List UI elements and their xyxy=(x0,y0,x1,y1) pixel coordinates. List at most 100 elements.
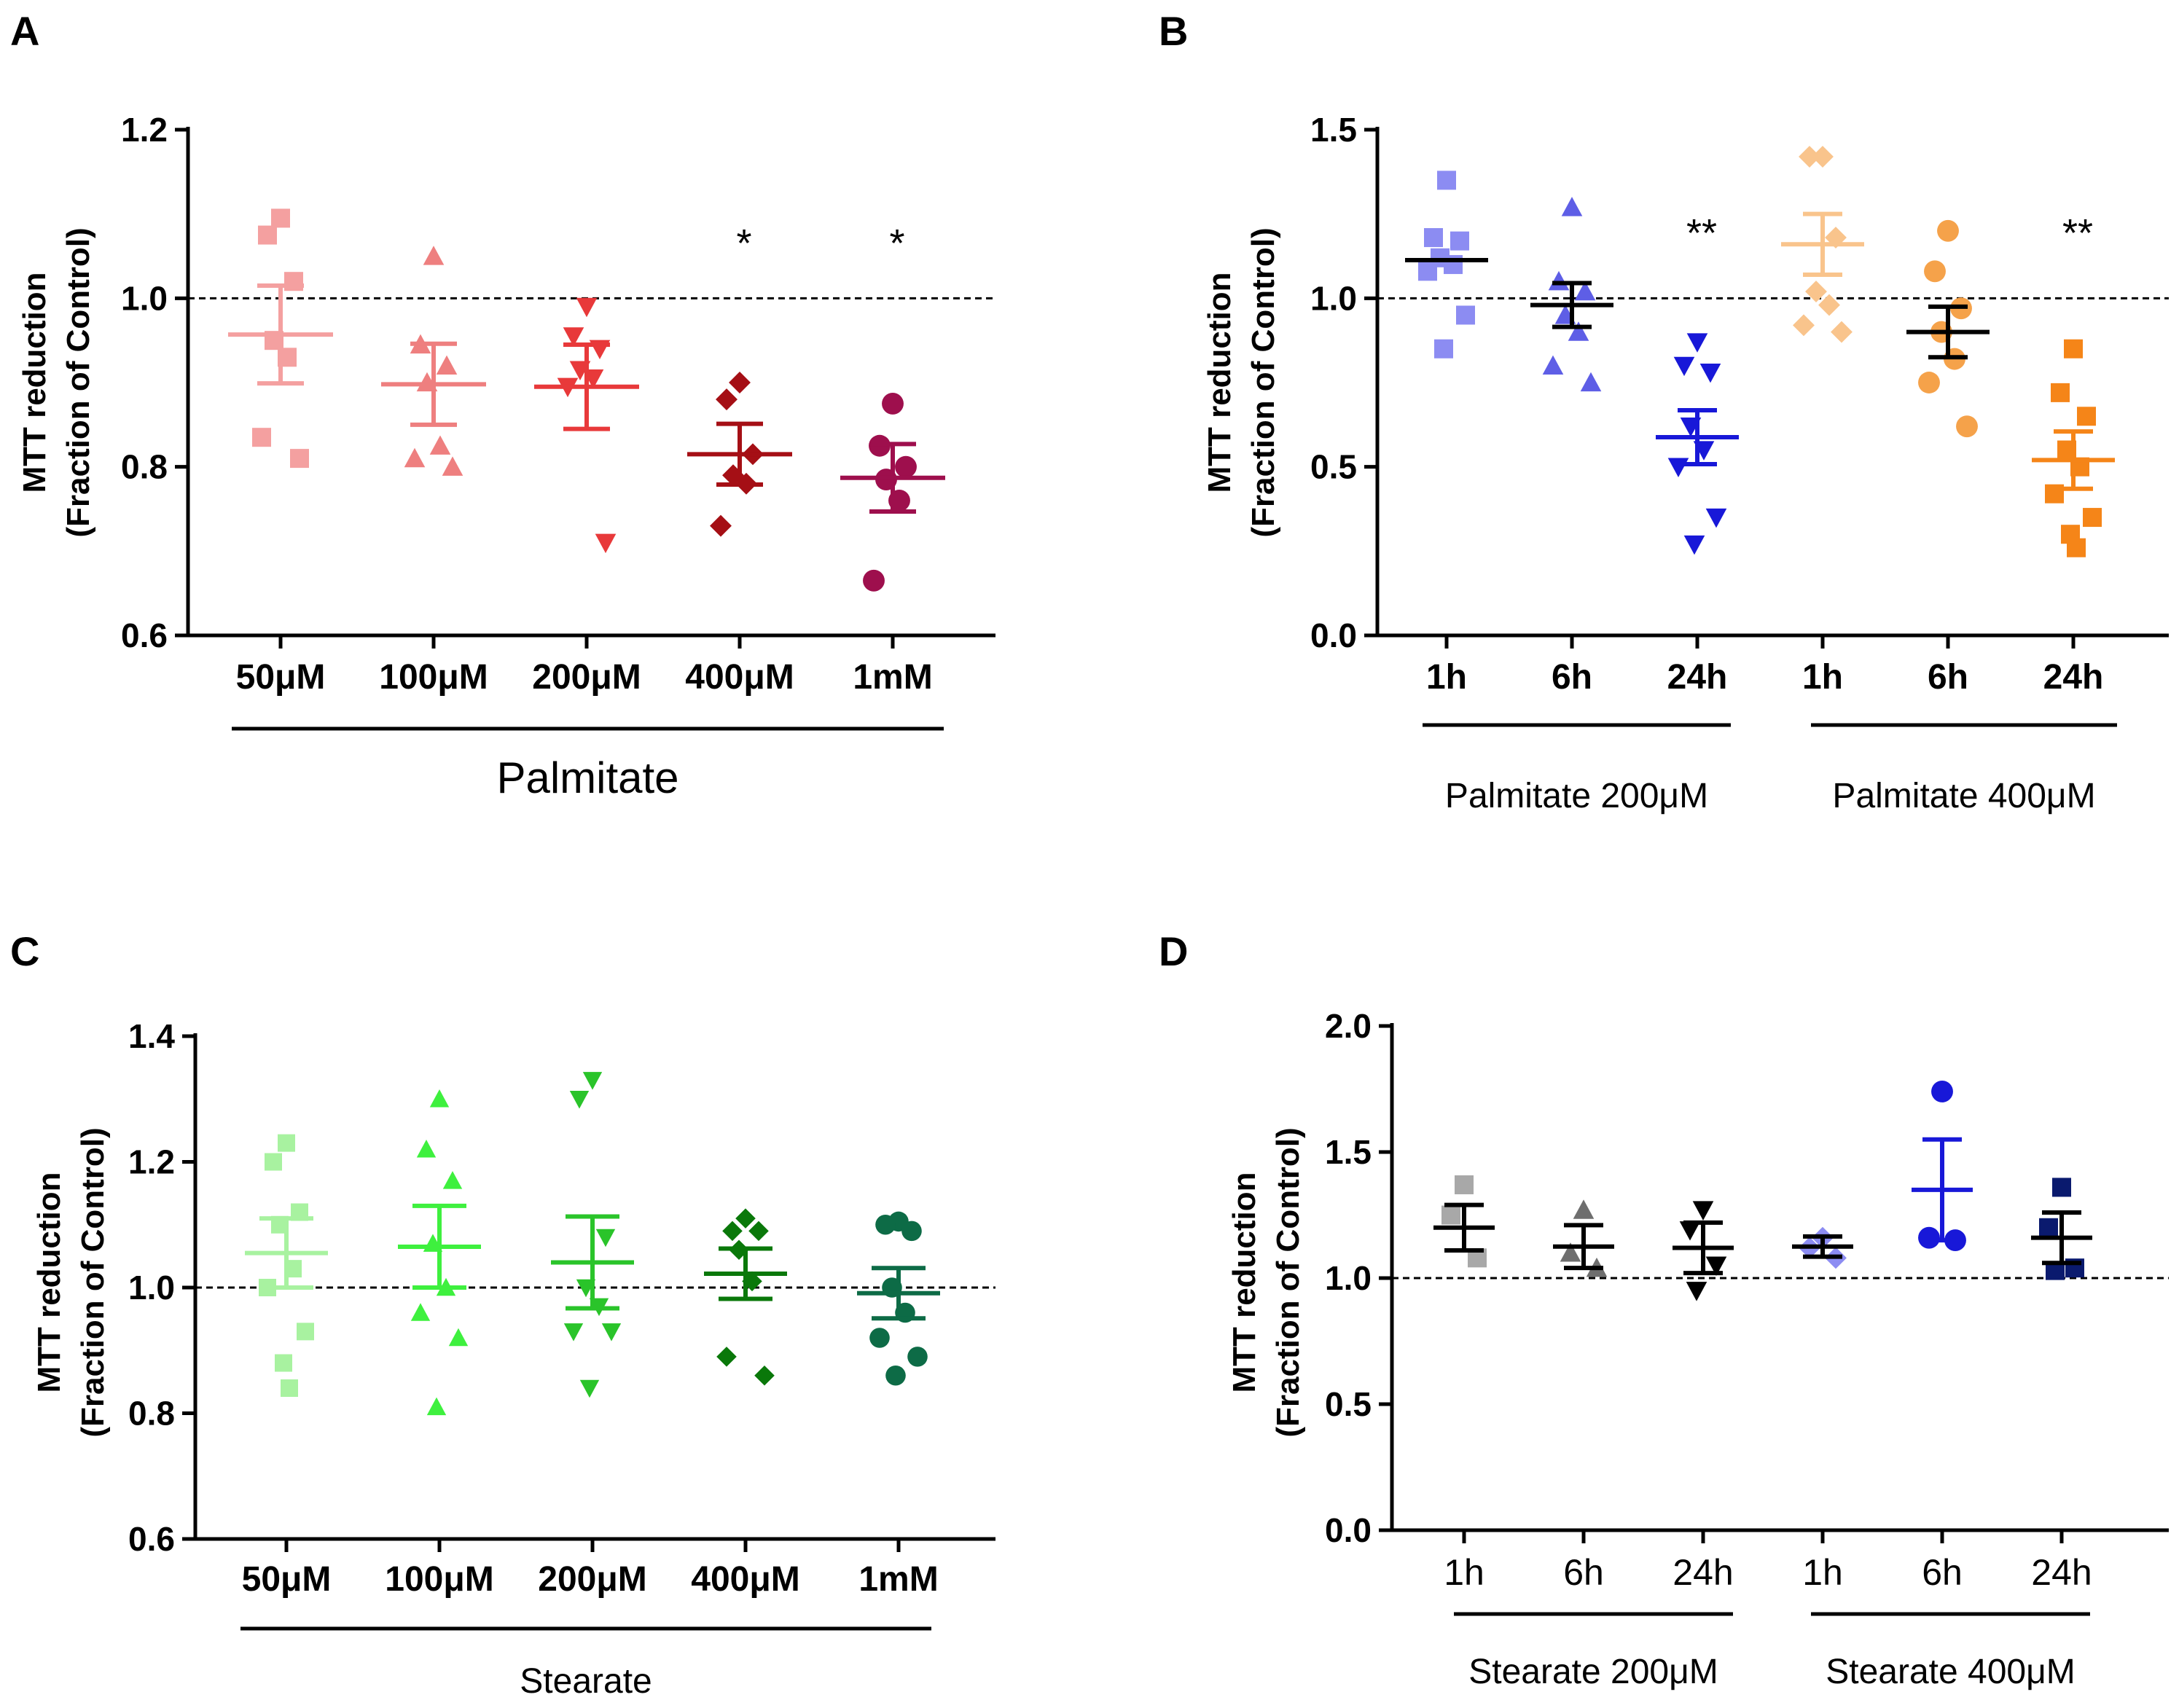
panel-d-data-point xyxy=(1679,1221,1701,1241)
panel-c-data-point xyxy=(410,1303,431,1321)
panel-a-data-point xyxy=(716,388,738,411)
panel-c-ylabel-line2: (Fraction of Control) xyxy=(75,1127,111,1437)
panel-c-data-point xyxy=(297,1323,314,1341)
panel-a-data-point xyxy=(863,569,885,592)
panel-c-data-point xyxy=(265,1153,282,1171)
panel-c-data-point xyxy=(869,1328,890,1348)
panel-d-data-point xyxy=(1455,1175,1474,1194)
panel-c-data-point xyxy=(582,1072,603,1090)
panel-a-xtick-label: 50μM xyxy=(236,658,326,697)
panel-a-significance-label: * xyxy=(736,222,751,265)
panel-b-data-point xyxy=(2067,538,2086,557)
panel-a-significance-label: * xyxy=(889,222,904,265)
panel-b-data-point xyxy=(1686,333,1708,353)
panel-c-data-point xyxy=(735,1208,756,1229)
panel-a-ytick-label: 0.8 xyxy=(121,448,168,486)
panel-b-data-point xyxy=(2051,383,2070,402)
panel-b-data-point xyxy=(1683,535,1705,555)
panel-a-group-label: Palmitate xyxy=(496,753,678,802)
panel-b-xtick-label: 1h xyxy=(1802,658,1843,697)
panel-a-data-point xyxy=(258,225,277,245)
panel-b-xtick-label: 6h xyxy=(1552,658,1592,697)
panel-b-data-point xyxy=(2083,508,2102,528)
panel-c-data-point xyxy=(901,1221,922,1242)
panel-b-data-point xyxy=(1825,227,1847,249)
panel-b-ytick-label: 0.5 xyxy=(1310,448,1357,486)
panel-b-ytick-label: 1.0 xyxy=(1310,279,1357,317)
panel-b-data-point xyxy=(1799,146,1820,168)
panel-c-data-point xyxy=(885,1365,906,1386)
panel-a-data-point xyxy=(436,355,458,375)
panel-a-xtick-label: 100μM xyxy=(379,658,488,697)
panel-d-ytick-label: 1.0 xyxy=(1325,1259,1372,1297)
panel-a-data-point xyxy=(576,297,598,318)
panel-a-data-point xyxy=(595,533,617,554)
panel-b-data-point xyxy=(1831,321,1853,343)
panel-c-ytick-label: 0.6 xyxy=(128,1520,175,1558)
panel-d-xtick-label: 6h xyxy=(1563,1552,1604,1593)
panel-d-plot: 0.0 0.5 1.0 1.5 2.0 1h 6h 24h 1h 6h 24h MTT reducti… xyxy=(1227,1007,2169,1691)
panel-b-data-point xyxy=(1812,146,1834,168)
panel-a-ytick-label: 1.2 xyxy=(121,111,168,149)
panel-b-data-point xyxy=(1456,305,1475,325)
panel-c-xtick-label: 400μM xyxy=(691,1560,799,1599)
panel-b-significance-label: ** xyxy=(1686,211,1717,255)
panel-d-xtick-label: 24h xyxy=(1673,1552,1733,1593)
panel-c-data-point xyxy=(742,1271,762,1292)
panel-d-data-point xyxy=(2039,1218,2058,1237)
panel-b-data-point xyxy=(1574,281,1596,301)
panel-c-data-point xyxy=(907,1347,928,1367)
panel-a-data-point xyxy=(882,392,904,415)
panel-b-data-point xyxy=(1561,197,1583,216)
panel-b-data-point xyxy=(1434,339,1453,359)
panel-a-ytick-label: 0.6 xyxy=(121,616,168,654)
panel-b-xtick-label: 24h xyxy=(1667,658,1728,697)
panel-d-ytick-label: 2.0 xyxy=(1325,1007,1372,1045)
panel-d-data-point xyxy=(1441,1205,1460,1225)
panel-d-xtick-label: 24h xyxy=(2031,1552,2092,1593)
panel-b-data-point xyxy=(1580,372,1602,392)
panel-d-xtick-label: 1h xyxy=(1444,1552,1484,1593)
panel-b-xtick-label: 6h xyxy=(1928,658,1968,697)
panel-a-data-point xyxy=(423,246,445,265)
panel-d-ylabel-line2: (Fraction of Control) xyxy=(1270,1127,1306,1437)
panel-c-plot: 0.6 0.8 1.0 1.2 1.4 50μM 100μM 200μM 400μM 1mM MTT… xyxy=(31,1017,995,1701)
panel-a-xtick-label: 200μM xyxy=(532,658,641,697)
panel-c-data-point xyxy=(281,1379,298,1397)
panel-a-data-point xyxy=(290,449,309,469)
panel-d-xtick-label: 1h xyxy=(1802,1552,1843,1593)
panel-b-data-point xyxy=(1568,321,1589,341)
panel-b-data-point xyxy=(1418,262,1437,281)
panel-b-data-point xyxy=(1805,281,1827,303)
panel-a-plot: 0.6 0.8 1.0 1.2 50μM 100μM 200μM 400μM 1mM MTT re… xyxy=(17,111,995,802)
panel-d-group-label: Stearate 400μM xyxy=(1826,1653,2076,1691)
panel-a-data-point xyxy=(429,435,451,455)
panel-b-data-point xyxy=(1450,231,1469,251)
panel-c-xtick-label: 200μM xyxy=(538,1560,646,1599)
panel-b-data-point xyxy=(2077,407,2096,426)
panel-c-data-point xyxy=(754,1365,775,1386)
panel-a-xtick-label: 400μM xyxy=(685,658,794,697)
panel-a-data-point xyxy=(404,447,426,468)
panel-a-data-point xyxy=(710,514,732,537)
panel-b-ytick-label: 0.0 xyxy=(1310,616,1357,654)
panel-d-data-point xyxy=(1931,1081,1953,1102)
panel-b-xtick-label: 24h xyxy=(2043,658,2104,697)
panel-c-label: C xyxy=(10,928,39,974)
panel-a-ytick-label: 1.0 xyxy=(121,279,168,317)
panel-c-data-point xyxy=(429,1089,450,1108)
panel-c-ytick-label: 0.8 xyxy=(128,1395,175,1433)
panel-c-data-point xyxy=(748,1221,769,1242)
panel-d-data-point xyxy=(1573,1199,1595,1219)
panel-c-data-point xyxy=(569,1091,590,1109)
panel-d-ytick-label: 0.0 xyxy=(1325,1511,1372,1549)
panel-c-ytick-label: 1.0 xyxy=(128,1269,175,1307)
panel-a-data-point xyxy=(284,272,303,291)
panel-d-xtick-label: 6h xyxy=(1922,1552,1963,1593)
panel-b-data-point xyxy=(1424,228,1443,248)
panel-d-ytick-label: 0.5 xyxy=(1325,1385,1372,1423)
panel-c-data-point xyxy=(716,1347,737,1367)
panel-c-data-point xyxy=(595,1229,616,1247)
panel-a-label: A xyxy=(10,8,39,54)
panel-b-plot: 0.0 0.5 1.0 1.5 1h 6h 24h 1h 6h 24h MTT reduction(… xyxy=(1202,111,2169,815)
